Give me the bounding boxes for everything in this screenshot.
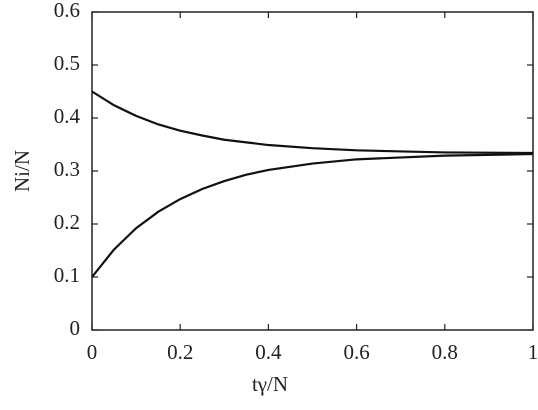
x-tick-label: 0.6 bbox=[343, 340, 369, 364]
x-tick-label: 1 bbox=[528, 340, 538, 364]
plot-frame bbox=[91, 11, 534, 331]
series-line bbox=[91, 90, 534, 155]
y-tick-label: 0.1 bbox=[54, 263, 80, 287]
y-tick-label: 0.2 bbox=[54, 210, 80, 234]
x-tick-label: 0.8 bbox=[432, 340, 458, 364]
y-tick-label: 0.4 bbox=[54, 104, 81, 128]
y-tick-label: 0.5 bbox=[54, 51, 80, 75]
x-tick-label: 0.4 bbox=[255, 340, 282, 364]
y-tick-label: 0 bbox=[70, 316, 81, 340]
y-axis-label: Ni/N bbox=[10, 150, 34, 192]
y-tick-label: 0.6 bbox=[54, 0, 80, 22]
y-tick-label: 0.3 bbox=[54, 157, 80, 181]
x-tick-label: 0.2 bbox=[167, 340, 193, 364]
series-line bbox=[91, 152, 534, 278]
x-tick-label: 0 bbox=[87, 340, 98, 364]
x-axis-label: tγ/N bbox=[252, 372, 288, 396]
